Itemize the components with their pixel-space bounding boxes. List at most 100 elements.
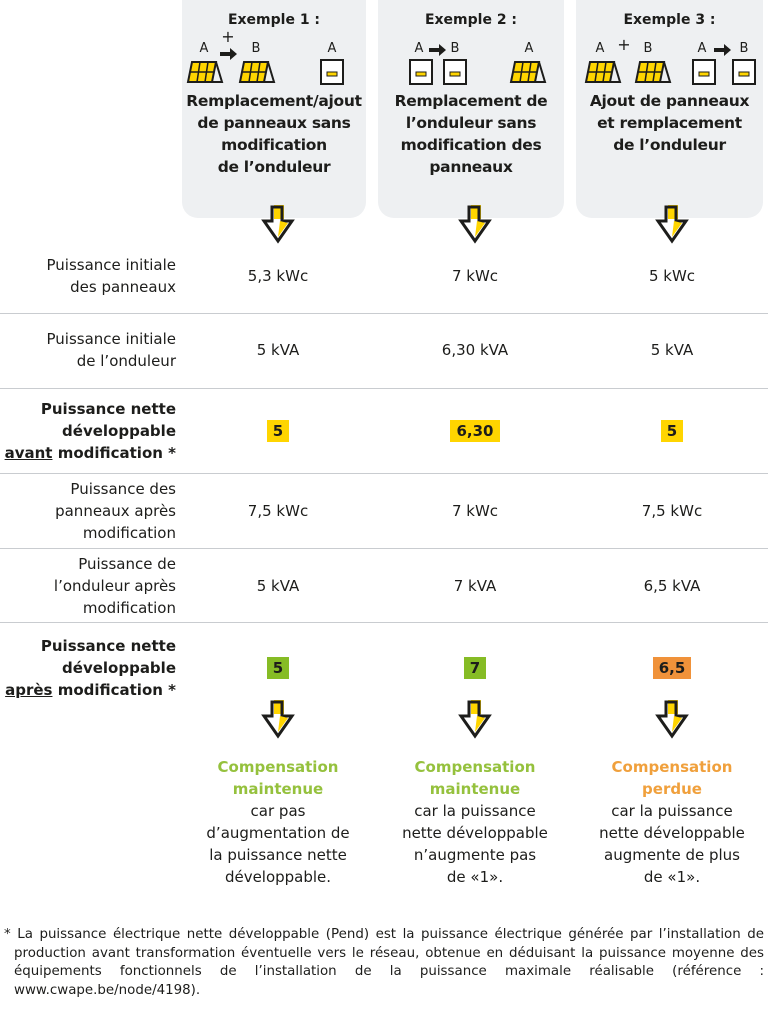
result-reason: de «1». — [446, 868, 504, 886]
description-line: Remplacement/ajout — [186, 92, 362, 110]
description-line: modification — [221, 136, 327, 154]
result-reason: nette développable — [402, 824, 548, 842]
underlined-word: après — [5, 681, 53, 699]
row-value: 5,3 kWc — [247, 267, 309, 285]
result-status: perdue — [642, 780, 702, 798]
result-text: Compensation maintenue car pas d’augmentati… — [183, 756, 373, 888]
row-value: 7 kWc — [451, 267, 499, 285]
row-value: 7 kVA — [453, 577, 497, 595]
row-divider — [0, 622, 768, 623]
row-label: Puissance initiale de l’onduleur — [0, 328, 176, 372]
down-arrow-icon — [261, 700, 295, 740]
result-reason: nette développable — [599, 824, 745, 842]
example-description: Remplacement/ajout de panneaux sans modifi… — [182, 90, 366, 178]
example-title: Exemple 1 : — [227, 12, 321, 28]
svg-text:A: A — [697, 41, 706, 56]
value-badge: 6,5 — [652, 657, 692, 679]
down-arrow-icon — [655, 700, 689, 740]
row-value: 6,5 — [577, 657, 767, 679]
row-label-line: développable — [62, 422, 176, 440]
row-value: 6,30 kVA — [441, 341, 509, 359]
value-badge: 5 — [266, 657, 290, 679]
row-value: 6,5 kVA — [643, 577, 701, 595]
result-reason: car pas — [250, 802, 306, 820]
label-suffix: modification * — [52, 681, 176, 699]
row-value: 7 kWc — [451, 502, 499, 520]
value-badge: 6,30 — [450, 420, 500, 442]
svg-text:B: B — [451, 41, 460, 56]
down-arrow-icon — [458, 205, 492, 245]
down-arrow-icon — [458, 700, 492, 740]
description-line: Ajout de panneaux — [589, 92, 750, 110]
row-label: Puissance initiale des panneaux — [0, 254, 176, 298]
panel-inverter-icon: A + B A B — [584, 35, 756, 85]
result-reason: la puissance nette — [209, 846, 347, 864]
example-card: Exemple 3 : A + B A B Ajout de panneaux et remp… — [576, 0, 763, 218]
value-badge: 5 — [660, 420, 684, 442]
row-value: 6,30 — [380, 420, 570, 442]
result-reason: d’augmentation de — [206, 824, 350, 842]
row-label: Puissance nette développable après modific… — [0, 635, 176, 701]
row-value: 5 — [183, 420, 373, 442]
row-label-line: Puissance initiale — [46, 256, 176, 274]
row-label-line: Puissance initiale — [46, 330, 176, 348]
svg-text:+: + — [617, 35, 630, 54]
row-label-line: des panneaux — [70, 278, 176, 296]
example-card: Exemple 1 : A + B A Remplacement/ajout de pann… — [182, 0, 366, 218]
row-value: 5 — [577, 420, 767, 442]
result-reason: car la puissance — [414, 802, 536, 820]
down-arrow-icon — [655, 205, 689, 245]
row-value: 5 kVA — [256, 341, 300, 359]
row-value: 5 kVA — [256, 577, 300, 595]
row-label-line: de l’onduleur — [76, 352, 176, 370]
result-status: Compensation — [217, 758, 339, 776]
row-label: Puissance nette développable avant modific… — [0, 398, 176, 464]
result-reason: n’augmente pas — [413, 846, 537, 864]
result-status: maintenue — [232, 780, 324, 798]
row-value: 5 — [183, 657, 373, 679]
result-status: maintenue — [429, 780, 521, 798]
row-label-line: modification — [82, 524, 176, 542]
row-label-line: avant modification * — [0, 442, 176, 464]
svg-text:A: A — [525, 41, 534, 56]
label-suffix: modification * — [52, 444, 176, 462]
example-card: Exemple 2 : A B A Remplacement de l’onduleur … — [378, 0, 564, 218]
row-divider — [0, 473, 768, 474]
row-value: 7 — [380, 657, 570, 679]
svg-text:A: A — [200, 41, 209, 56]
row-value: 7,5 kWc — [247, 502, 309, 520]
value-badge: 7 — [463, 657, 487, 679]
svg-text:B: B — [643, 41, 652, 56]
result-text: Compensation maintenue car la puissance net… — [380, 756, 570, 888]
result-text: Compensation perdue car la puissance nette … — [577, 756, 767, 888]
svg-text:B: B — [739, 41, 748, 56]
result-reason: augmente de plus — [604, 846, 740, 864]
description-line: panneaux — [429, 158, 513, 176]
row-value: 5 kVA — [650, 341, 694, 359]
row-divider — [0, 548, 768, 549]
row-label: Puissance de l’onduleur après modification — [0, 553, 176, 619]
result-reason: de «1». — [643, 868, 701, 886]
description-line: Remplacement de — [394, 92, 548, 110]
result-reason: développable. — [224, 868, 332, 886]
svg-text:A: A — [328, 41, 337, 56]
row-label-line: Puissance des — [70, 480, 176, 498]
underlined-word: avant — [4, 444, 53, 462]
panel-inverter-icon: A + B A — [186, 27, 344, 85]
svg-text:+: + — [221, 28, 234, 46]
description-line: de panneaux sans — [197, 114, 351, 132]
row-label-line: développable — [62, 659, 176, 677]
result-status: Compensation — [611, 758, 733, 776]
svg-text:A: A — [595, 41, 604, 56]
down-arrow-icon — [261, 205, 295, 245]
row-label-line: l’onduleur après — [53, 577, 176, 595]
row-label-line: modification — [82, 599, 176, 617]
row-label-line: Puissance de — [78, 555, 176, 573]
result-status: Compensation — [414, 758, 536, 776]
example-description: Remplacement de l’onduleur sans modificati… — [378, 90, 564, 178]
value-badge: 5 — [266, 420, 290, 442]
row-label-line: Puissance nette — [40, 400, 176, 418]
row-divider — [0, 313, 768, 314]
